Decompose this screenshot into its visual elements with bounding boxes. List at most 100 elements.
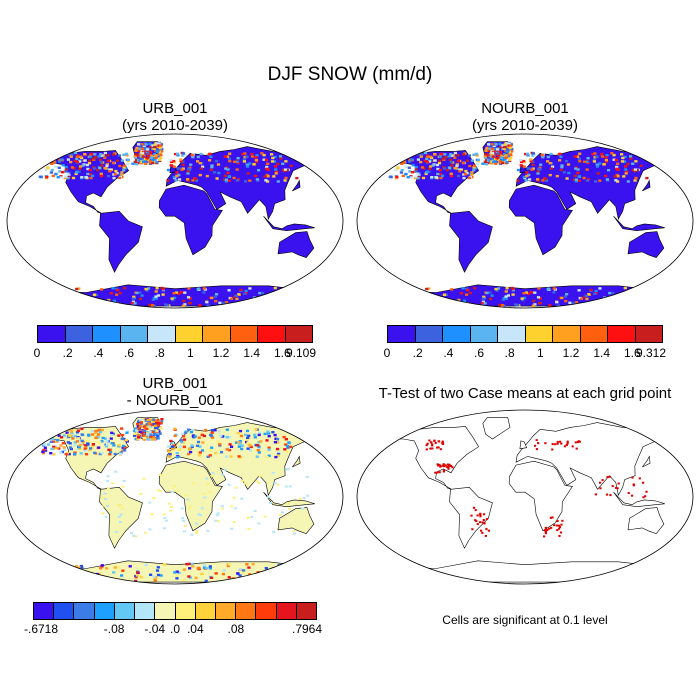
grid-cell bbox=[625, 170, 629, 173]
grid-cell bbox=[143, 531, 147, 534]
grid-cell bbox=[170, 490, 174, 493]
grid-cell bbox=[187, 507, 191, 510]
significant-cell bbox=[556, 440, 559, 443]
significant-cell bbox=[611, 485, 614, 488]
grid-cell bbox=[138, 159, 142, 162]
grid-cell bbox=[121, 569, 125, 572]
grid-cell bbox=[559, 168, 563, 172]
grid-cell bbox=[196, 287, 201, 290]
grid-cell bbox=[616, 168, 620, 171]
grid-cell bbox=[208, 491, 212, 494]
grid-cell bbox=[256, 449, 260, 452]
grid-cell bbox=[536, 178, 540, 181]
grid-cell bbox=[228, 443, 232, 446]
grid-cell bbox=[302, 497, 306, 500]
grid-cell bbox=[88, 296, 92, 300]
grid-cell bbox=[286, 502, 290, 505]
significant-cell bbox=[426, 442, 429, 445]
colorbar-tick-label: .8 bbox=[154, 346, 165, 360]
grid-cell bbox=[204, 567, 208, 570]
grid-cell bbox=[461, 287, 465, 290]
significant-cell bbox=[479, 521, 482, 524]
significant-cell bbox=[447, 467, 450, 470]
grid-cell bbox=[119, 452, 123, 455]
grid-cell bbox=[103, 492, 107, 495]
grid-cell bbox=[278, 293, 282, 297]
grid-cell bbox=[61, 164, 65, 167]
land-japan bbox=[642, 179, 651, 192]
significant-cell bbox=[444, 464, 447, 467]
grid-cell bbox=[404, 172, 408, 176]
grid-cell bbox=[257, 451, 261, 454]
grid-cell bbox=[125, 440, 129, 443]
colorbar-swatch bbox=[635, 326, 662, 342]
grid-cell bbox=[118, 291, 122, 295]
grid-cell bbox=[455, 164, 459, 167]
grid-cell bbox=[503, 143, 507, 146]
grid-cell bbox=[529, 291, 533, 294]
grid-cell bbox=[600, 155, 605, 158]
grid-cell bbox=[257, 433, 261, 437]
grid-cell bbox=[281, 511, 284, 514]
grid-cell bbox=[143, 427, 147, 430]
grid-cell bbox=[151, 144, 155, 147]
grid-cell bbox=[273, 155, 277, 159]
grid-cell bbox=[70, 166, 74, 169]
grid-cell bbox=[78, 303, 82, 306]
grid-cell bbox=[45, 175, 49, 179]
grid-cell bbox=[414, 165, 418, 169]
grid-cell bbox=[80, 427, 84, 430]
significant-cell bbox=[605, 493, 609, 496]
grid-cell bbox=[262, 576, 266, 579]
grid-cell bbox=[662, 288, 666, 291]
grid-cell bbox=[87, 434, 91, 437]
grid-cell bbox=[148, 501, 152, 504]
grid-cell bbox=[596, 172, 600, 175]
grid-cell bbox=[142, 160, 146, 163]
significant-cell bbox=[481, 531, 484, 534]
grid-cell bbox=[148, 153, 152, 156]
significant-cell bbox=[559, 440, 562, 443]
grid-cell bbox=[552, 287, 556, 290]
grid-cell bbox=[151, 430, 155, 434]
grid-cell bbox=[119, 451, 123, 454]
grid-cell bbox=[109, 437, 113, 440]
grid-cell bbox=[402, 161, 406, 164]
grid-cell bbox=[55, 438, 59, 442]
grid-cell bbox=[504, 154, 508, 157]
grid-cell bbox=[149, 145, 153, 149]
grid-cell bbox=[139, 422, 143, 425]
grid-cell bbox=[64, 165, 68, 169]
grid-cell bbox=[122, 166, 126, 169]
grid-cell bbox=[576, 168, 580, 171]
grid-cell bbox=[199, 152, 203, 156]
grid-cell bbox=[614, 158, 618, 162]
grid-cell bbox=[113, 566, 117, 569]
grid-cell bbox=[593, 292, 597, 295]
grid-cell bbox=[485, 291, 489, 295]
grid-cell bbox=[476, 158, 480, 162]
grid-cell bbox=[190, 444, 194, 447]
grid-cell bbox=[308, 564, 312, 567]
grid-cell bbox=[209, 155, 213, 158]
grid-cell bbox=[444, 293, 448, 296]
grid-cell bbox=[210, 434, 214, 437]
grid-cell bbox=[244, 180, 248, 183]
grid-cell bbox=[592, 158, 596, 161]
grid-cell bbox=[509, 156, 513, 159]
grid-cell bbox=[455, 163, 459, 166]
grid-cell bbox=[153, 432, 157, 435]
grid-cell bbox=[157, 154, 161, 157]
grid-cell bbox=[312, 288, 316, 291]
grid-cell bbox=[610, 152, 614, 155]
colorbar-tick-label: .4 bbox=[443, 346, 454, 360]
grid-cell bbox=[228, 160, 232, 163]
grid-cell bbox=[86, 439, 90, 443]
grid-cell bbox=[144, 143, 148, 146]
grid-cell bbox=[153, 437, 157, 441]
grid-cell bbox=[563, 295, 568, 298]
grid-cell bbox=[289, 567, 293, 570]
grid-cell bbox=[151, 437, 155, 441]
grid-cell bbox=[51, 572, 55, 576]
significant-cell bbox=[616, 487, 619, 490]
